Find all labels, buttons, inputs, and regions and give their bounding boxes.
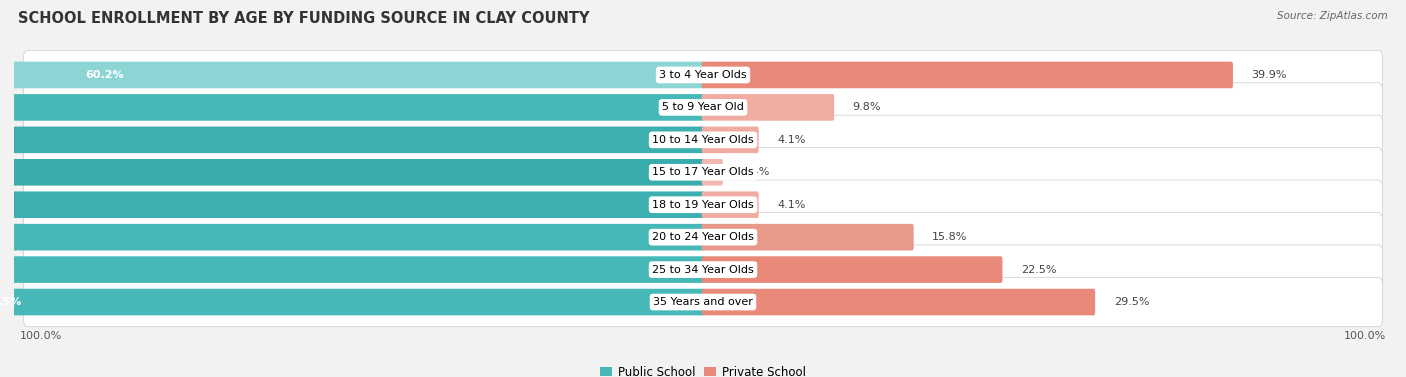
FancyBboxPatch shape — [702, 256, 1002, 283]
Text: 3 to 4 Year Olds: 3 to 4 Year Olds — [659, 70, 747, 80]
Text: 15.8%: 15.8% — [932, 232, 967, 242]
FancyBboxPatch shape — [702, 127, 759, 153]
FancyBboxPatch shape — [24, 180, 1382, 229]
FancyBboxPatch shape — [0, 62, 704, 88]
FancyBboxPatch shape — [0, 256, 704, 283]
Text: 15 to 17 Year Olds: 15 to 17 Year Olds — [652, 167, 754, 177]
Text: Source: ZipAtlas.com: Source: ZipAtlas.com — [1277, 11, 1388, 21]
FancyBboxPatch shape — [702, 94, 834, 121]
FancyBboxPatch shape — [702, 192, 759, 218]
FancyBboxPatch shape — [0, 289, 704, 315]
FancyBboxPatch shape — [702, 289, 1095, 315]
FancyBboxPatch shape — [702, 159, 723, 185]
FancyBboxPatch shape — [0, 224, 704, 250]
FancyBboxPatch shape — [24, 50, 1382, 100]
Text: 1.4%: 1.4% — [741, 167, 770, 177]
FancyBboxPatch shape — [24, 115, 1382, 164]
Text: 9.8%: 9.8% — [852, 103, 882, 112]
FancyBboxPatch shape — [24, 213, 1382, 262]
FancyBboxPatch shape — [702, 224, 914, 250]
FancyBboxPatch shape — [24, 148, 1382, 197]
Text: 35 Years and over: 35 Years and over — [652, 297, 754, 307]
Text: 29.5%: 29.5% — [1114, 297, 1149, 307]
Text: 10 to 14 Year Olds: 10 to 14 Year Olds — [652, 135, 754, 145]
FancyBboxPatch shape — [0, 94, 704, 121]
Text: 4.1%: 4.1% — [778, 200, 806, 210]
Text: 25 to 34 Year Olds: 25 to 34 Year Olds — [652, 265, 754, 274]
FancyBboxPatch shape — [24, 83, 1382, 132]
Text: 20 to 24 Year Olds: 20 to 24 Year Olds — [652, 232, 754, 242]
Text: 60.2%: 60.2% — [86, 70, 124, 80]
Text: 18 to 19 Year Olds: 18 to 19 Year Olds — [652, 200, 754, 210]
Text: 4.1%: 4.1% — [778, 135, 806, 145]
Text: 5 to 9 Year Old: 5 to 9 Year Old — [662, 103, 744, 112]
Text: 39.9%: 39.9% — [1251, 70, 1286, 80]
Text: 70.5%: 70.5% — [0, 297, 21, 307]
FancyBboxPatch shape — [0, 127, 704, 153]
Text: 22.5%: 22.5% — [1021, 265, 1056, 274]
Legend: Public School, Private School: Public School, Private School — [595, 361, 811, 377]
FancyBboxPatch shape — [702, 62, 1233, 88]
FancyBboxPatch shape — [24, 245, 1382, 294]
FancyBboxPatch shape — [0, 192, 704, 218]
FancyBboxPatch shape — [24, 277, 1382, 327]
FancyBboxPatch shape — [0, 159, 704, 185]
Text: SCHOOL ENROLLMENT BY AGE BY FUNDING SOURCE IN CLAY COUNTY: SCHOOL ENROLLMENT BY AGE BY FUNDING SOUR… — [18, 11, 589, 26]
